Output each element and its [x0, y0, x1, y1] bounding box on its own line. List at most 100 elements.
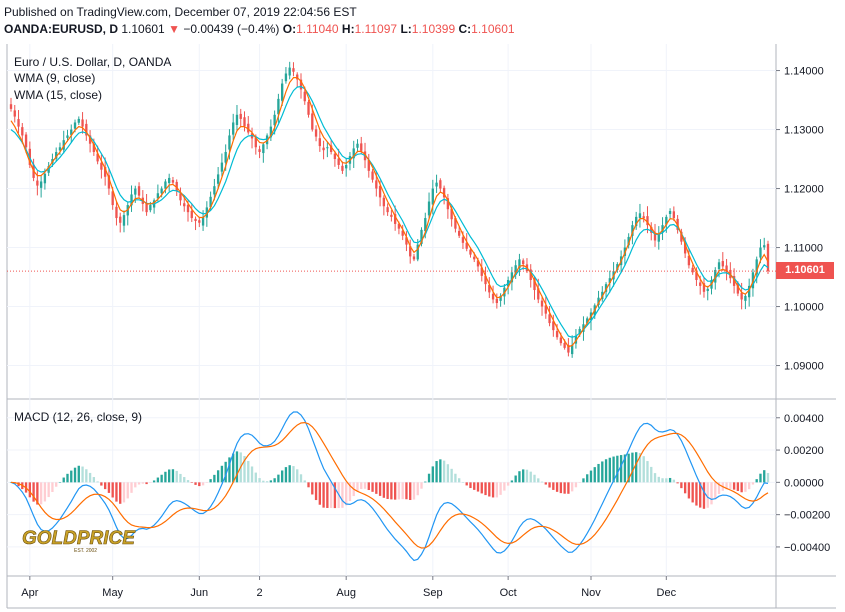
macd-histogram-bar [642, 456, 645, 483]
macd-histogram-bar [96, 481, 99, 483]
macd-histogram-bar [646, 461, 649, 483]
macd-histogram-bar [484, 482, 487, 496]
candle-body [759, 247, 762, 258]
macd-histogram-bar [92, 477, 96, 483]
macd-histogram-bar [186, 480, 190, 483]
macd-histogram-bar [194, 482, 197, 485]
candle-body [100, 162, 103, 170]
time-axis[interactable]: Apr May Jun 2 Aug Sep Oct Nov Dec [21, 576, 677, 599]
price-axis[interactable]: 1.14000 1.13000 1.12000 1.11000 1.10000 1.090… [776, 66, 830, 554]
macd-histogram-bar [702, 482, 706, 509]
macd-histogram-bar [103, 482, 107, 490]
candle-body [92, 144, 96, 152]
macd-histogram-bar [386, 482, 389, 499]
candle-body [73, 122, 77, 129]
macd-histogram-bar [676, 482, 679, 484]
macd-histogram-bar [616, 455, 619, 483]
candle-body [224, 151, 227, 163]
candle-body [661, 225, 664, 233]
macd-histogram-bar [100, 482, 103, 486]
candle-body [220, 162, 224, 172]
candle-body [175, 181, 178, 191]
macd-histogram-bar [514, 475, 517, 483]
candle-body [254, 137, 257, 148]
macd-histogram-bar [175, 470, 178, 483]
candle-body [24, 134, 28, 148]
price-change: −0.00439 (−0.4%) [183, 22, 280, 36]
candle-body [21, 127, 24, 136]
macd-histogram-bar [574, 482, 578, 488]
candle-body [465, 242, 468, 249]
macd-histogram-bar [145, 482, 148, 485]
macd-histogram-bar [537, 478, 540, 483]
macd-histogram-bar [333, 482, 337, 509]
candle-body [43, 173, 47, 184]
macd-histogram-bar [371, 482, 374, 492]
macd-histogram-bar [593, 467, 596, 483]
candle-body [657, 234, 660, 242]
candle-body [393, 214, 397, 224]
macd-histogram-bar [748, 482, 751, 490]
candle-body [107, 175, 111, 189]
candle-body [103, 166, 107, 177]
macd-histogram-bar [729, 482, 732, 489]
wma9-legend[interactable]: WMA (9, close) [14, 71, 96, 85]
macd-histogram-bar [699, 482, 702, 508]
macd-legend[interactable]: MACD (12, 26, close, 9) [14, 410, 143, 424]
candle-body [318, 138, 321, 147]
candle-body [17, 119, 20, 127]
candle-body [563, 343, 566, 348]
candle-body [307, 101, 310, 115]
candle-body [164, 181, 167, 189]
candle-body [672, 211, 676, 219]
wma15-legend[interactable]: WMA (15, close) [14, 88, 103, 102]
macd-histogram-bar [375, 482, 378, 494]
candle-body [578, 328, 581, 335]
candle-body [559, 337, 563, 344]
macd-histogram-bar [32, 482, 35, 502]
candle-body [665, 216, 668, 225]
macd-histogram-bar [58, 482, 62, 483]
price-tick-label: 1.13000 [784, 125, 824, 137]
candle-body [510, 272, 514, 283]
candle-body [461, 237, 465, 243]
macd-histogram-bar [254, 472, 257, 483]
macd-histogram-bar [412, 482, 416, 500]
macd-histogram-bar [307, 482, 310, 488]
candle-body [228, 135, 231, 150]
macd-histogram-bar [299, 474, 303, 483]
candle-body [386, 207, 389, 213]
macd-histogram-bar [85, 469, 88, 483]
macd-histogram-bar [393, 482, 397, 500]
macd-histogram-bar [427, 473, 431, 483]
candle-body [638, 213, 642, 218]
macd-histogram-bar [119, 482, 122, 504]
candle-body [405, 237, 408, 245]
candle-body [352, 148, 355, 159]
close-value: 1.10601 [471, 22, 515, 36]
candle-body [499, 295, 502, 301]
macd-histogram-bar [533, 474, 536, 483]
macd-histogram-bar [552, 482, 555, 490]
candle-body [518, 259, 521, 269]
macd-histogram-bar [232, 453, 235, 483]
candle-body [299, 79, 303, 90]
macd-histogram-bar [137, 482, 141, 485]
macd-histogram-bar [473, 482, 476, 490]
candle-body [145, 202, 148, 213]
candle-body [473, 256, 476, 260]
candle-body [631, 225, 634, 236]
candle-body [537, 288, 540, 300]
candle-body [378, 186, 382, 198]
candle-body [156, 193, 160, 199]
last-price-tag: 1.10601 [776, 262, 834, 279]
candle-body [544, 305, 547, 314]
candle-body [390, 214, 393, 217]
macd-histogram-bar [529, 471, 532, 483]
candle-body [9, 104, 13, 109]
publish-header: Published on TradingView.com, December 0… [0, 0, 845, 44]
candle-body [239, 113, 242, 119]
candle-body [401, 230, 404, 236]
candle-body [62, 140, 65, 150]
